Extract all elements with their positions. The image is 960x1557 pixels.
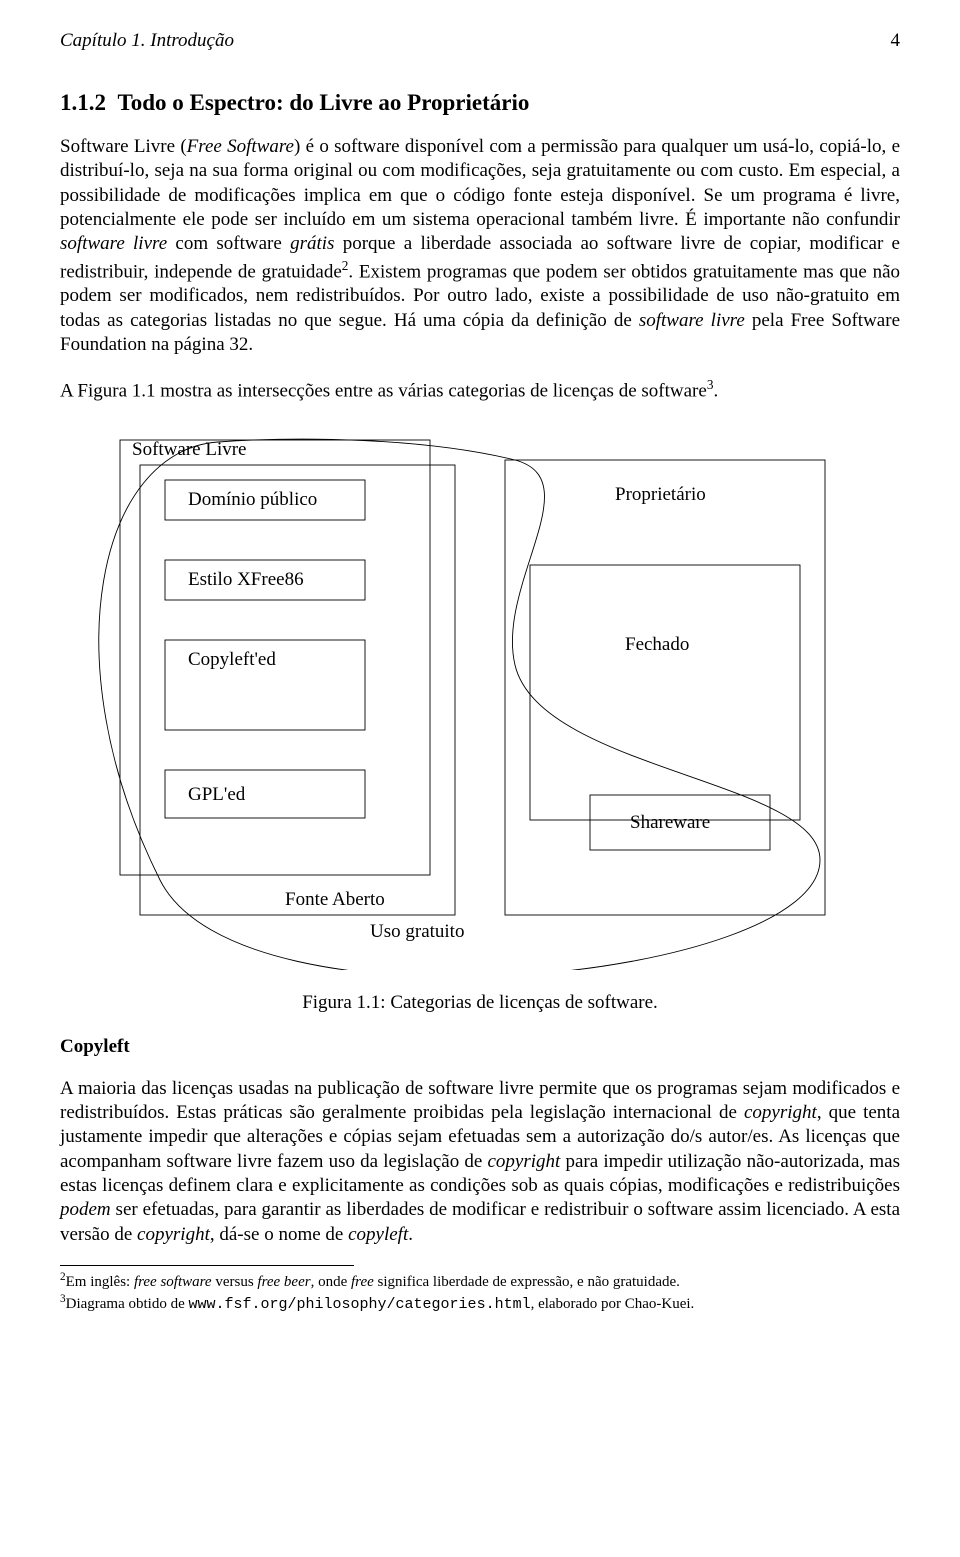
box-proprietario	[505, 460, 825, 915]
label-uso-gratuito: Uso gratuito	[370, 921, 464, 942]
paragraph-2: A Figura 1.1 mostra as intersecções entr…	[60, 376, 900, 404]
box-fechado	[530, 565, 800, 820]
section-title: 1.1.2 Todo o Espectro: do Livre ao Propr…	[60, 90, 900, 116]
figure-1-1: Software Livre Fonte Aberto Domínio públic…	[60, 430, 900, 970]
label-dominio-publico: Domínio público	[188, 489, 317, 510]
label-fechado: Fechado	[625, 634, 689, 655]
label-software-livre: Software Livre	[132, 439, 246, 460]
box-fonte-aberto	[140, 465, 455, 915]
label-fonte-aberto: Fonte Aberto	[285, 889, 385, 910]
paragraph-1: Software Livre (Free Software) é o softw…	[60, 135, 900, 357]
label-estilo-xfree86: Estilo XFree86	[188, 569, 304, 590]
copyleft-body: A maioria das licenças usadas na publica…	[60, 1077, 900, 1247]
label-shareware: Shareware	[630, 812, 710, 833]
figure-caption: Figura 1.1: Categorias de licenças de so…	[60, 992, 900, 1014]
section-number: 1.1.2	[60, 90, 106, 115]
footnote-3: 3Diagrama obtido de www.fsf.org/philosop…	[60, 1292, 900, 1315]
footnote-2: 2Em inglês: free software versus free be…	[60, 1270, 900, 1293]
running-header: Capítulo 1. Introdução 4	[60, 30, 900, 52]
page-number: 4	[891, 30, 901, 52]
label-gpled: GPL'ed	[188, 784, 246, 805]
uso-gratuito-curve	[99, 439, 820, 970]
section-heading: Todo o Espectro: do Livre ao Proprietári…	[118, 90, 530, 115]
label-copylefted: Copyleft'ed	[188, 649, 276, 670]
header-left: Capítulo 1. Introdução	[60, 30, 234, 52]
copyleft-heading: Copyleft	[60, 1036, 900, 1058]
label-proprietario: Proprietário	[615, 484, 706, 505]
